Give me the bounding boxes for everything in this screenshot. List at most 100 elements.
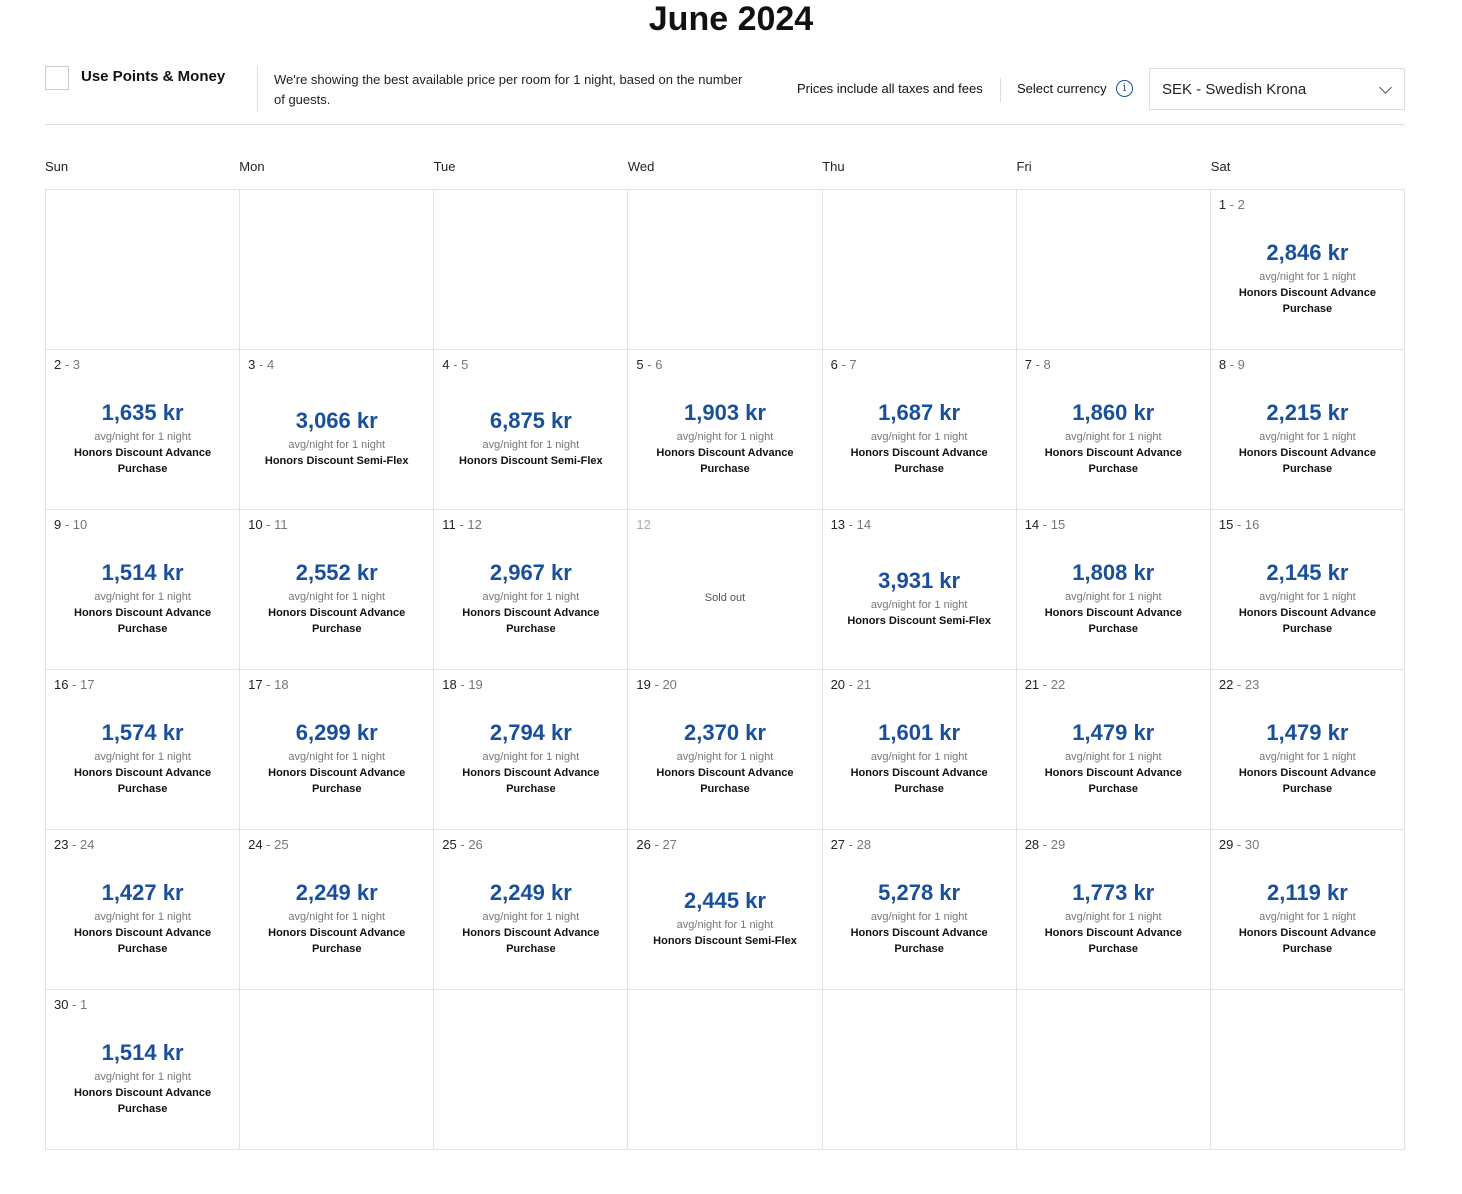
date-range: 10 - 11 — [248, 517, 288, 532]
rate-name: Honors Discount Advance Purchase — [268, 926, 406, 955]
avg-night-label: avg/night for 1 night — [482, 750, 580, 763]
calendar-day[interactable]: 1 - 2 2,846 kr avg/night for 1 night Honors… — [1210, 190, 1405, 350]
calendar-day[interactable]: 14 - 15 1,808 kr avg/night for 1 night Hono… — [1016, 510, 1211, 670]
weekday-header: Mon — [239, 159, 265, 174]
rate-name: Honors Discount Advance Purchase — [74, 766, 212, 795]
price: 1,635 kr — [101, 399, 184, 425]
calendar-day[interactable]: 25 - 26 2,249 kr avg/night for 1 night Hono… — [434, 830, 629, 990]
calendar-grid: 1 - 2 2,846 kr avg/night for 1 night Honors… — [45, 189, 1405, 1150]
taxes-note: Prices include all taxes and fees — [797, 81, 983, 96]
empty-cell — [1016, 990, 1211, 1150]
avg-night-label: avg/night for 1 night — [288, 590, 386, 603]
avg-night-label: avg/night for 1 night — [94, 590, 191, 603]
check-out-date: 26 — [468, 837, 483, 852]
date-range: 3 - 4 — [248, 357, 275, 372]
check-out-date: 29 — [1050, 837, 1066, 852]
calendar-day[interactable]: 28 - 29 1,773 kr avg/night for 1 night Hono… — [1016, 830, 1211, 990]
divider — [257, 66, 258, 112]
avg-night-label: avg/night for 1 night — [676, 750, 774, 763]
date-range: 21 - 22 — [1024, 677, 1066, 692]
use-points-label[interactable]: Use Points & Money — [81, 68, 226, 85]
calendar-day[interactable]: 23 - 24 1,427 kr avg/night for 1 night Hono… — [46, 830, 241, 990]
calendar-day[interactable]: 10 - 11 2,552 kr avg/night for 1 night Hono… — [240, 510, 435, 670]
rate-name: Honors Discount Advance Purchase — [268, 606, 406, 635]
use-points-checkbox[interactable] — [45, 66, 69, 90]
calendar-day[interactable]: 29 - 30 2,119 kr avg/night for 1 night Hono… — [1210, 830, 1405, 990]
calendar-day[interactable]: 16 - 17 1,574 kr avg/night for 1 night Hono… — [46, 670, 241, 830]
check-out-date: 18 — [274, 677, 289, 692]
price: 2,370 kr — [684, 719, 766, 745]
check-out-date: 19 — [468, 677, 483, 692]
check-out-date: 25 — [274, 837, 289, 852]
check-out-date: 14 — [856, 517, 872, 532]
rate-name: Honors Discount Advance Purchase — [462, 766, 600, 795]
rate-name: Honors Discount Semi-Flex — [847, 614, 991, 627]
calendar-day[interactable]: 19 - 20 2,370 kr avg/night for 1 night Hono… — [628, 670, 823, 830]
avg-night-label: avg/night for 1 night — [94, 910, 191, 923]
avg-night-label: avg/night for 1 night — [482, 438, 580, 451]
avg-night-label: avg/night for 1 night — [1064, 750, 1162, 763]
calendar-day[interactable]: 2 - 3 1,635 kr avg/night for 1 night Honors… — [46, 350, 241, 510]
calendar-day[interactable]: 3 - 4 3,066 kr avg/night for 1 night Honors… — [240, 350, 435, 510]
rate-name: Honors Discount Advance Purchase — [1044, 766, 1182, 795]
check-out-date: 6 — [655, 357, 663, 372]
calendar-day[interactable]: 8 - 9 2,215 kr avg/night for 1 night Honors… — [1210, 350, 1405, 510]
check-in-date: 10 — [248, 517, 263, 532]
price: 1,479 kr — [1266, 719, 1349, 745]
date-range: 18 - 19 — [442, 677, 483, 692]
avg-night-label: avg/night for 1 night — [482, 590, 580, 603]
weekday-header: Tue — [433, 159, 456, 174]
price: 1,514 kr — [101, 559, 184, 585]
weekday-header: Wed — [627, 159, 655, 174]
check-out-date: 15 — [1050, 517, 1066, 532]
weekday-header: Sun — [45, 159, 69, 174]
check-out-date: 28 — [856, 837, 872, 852]
date-range: 5 - 6 — [636, 357, 663, 372]
rate-name: Honors Discount Advance Purchase — [74, 606, 212, 635]
calendar-day[interactable]: 20 - 21 1,601 kr avg/night for 1 night Hono… — [822, 670, 1017, 830]
currency-select[interactable]: SEK - Swedish Krona — [1149, 68, 1405, 110]
calendar-day[interactable]: 26 - 27 2,445 kr avg/night for 1 night Hono… — [628, 830, 823, 990]
check-out-date: 2 — [1237, 197, 1245, 212]
calendar-day[interactable]: 13 - 14 3,931 kr avg/night for 1 night Hono… — [822, 510, 1017, 670]
price: 1,601 kr — [878, 719, 961, 745]
calendar-day[interactable]: 11 - 12 2,967 kr avg/night for 1 night Hono… — [434, 510, 629, 670]
check-out-date: 17 — [80, 677, 95, 692]
calendar-day[interactable]: 22 - 23 1,479 kr avg/night for 1 night Hono… — [1210, 670, 1405, 830]
calendar-day[interactable]: 30 - 1 1,514 kr avg/night for 1 night Honor… — [46, 990, 241, 1150]
calendar-day[interactable]: 21 - 22 1,479 kr avg/night for 1 night Hono… — [1016, 670, 1211, 830]
check-out-date: 9 — [1237, 357, 1245, 372]
check-in-date: 28 — [1024, 837, 1040, 852]
calendar-day[interactable]: 18 - 19 2,794 kr avg/night for 1 night Hono… — [434, 670, 629, 830]
calendar-day[interactable]: 5 - 6 1,903 kr avg/night for 1 night Honors… — [628, 350, 823, 510]
calendar-day[interactable]: 17 - 18 6,299 kr avg/night for 1 night Hono… — [240, 670, 435, 830]
price: 1,687 kr — [878, 399, 961, 425]
date-range: 23 - 24 — [54, 837, 95, 852]
calendar-day[interactable]: 4 - 5 6,875 kr avg/night for 1 night Honors… — [434, 350, 629, 510]
price: 1,860 kr — [1072, 399, 1155, 425]
avg-night-label: avg/night for 1 night — [1259, 750, 1356, 763]
avg-night-label: avg/night for 1 night — [288, 438, 386, 451]
price: 3,066 kr — [295, 407, 378, 433]
check-out-date: 8 — [1043, 357, 1051, 372]
price: 2,249 kr — [489, 879, 572, 905]
avg-night-label: avg/night for 1 night — [94, 1070, 191, 1083]
info-icon[interactable]: i — [1116, 80, 1133, 97]
calendar-day[interactable]: 7 - 8 1,860 kr avg/night for 1 night Honors… — [1016, 350, 1211, 510]
empty-cell — [46, 190, 241, 350]
rate-name: Honors Discount Advance Purchase — [462, 926, 600, 955]
calendar-day[interactable]: 24 - 25 2,249 kr avg/night for 1 night Hono… — [240, 830, 435, 990]
check-in-date: 18 — [442, 677, 457, 692]
calendar-day[interactable]: 9 - 10 1,514 kr avg/night for 1 night Honor… — [46, 510, 241, 670]
check-out-date: 11 — [274, 517, 288, 532]
avg-night-label: avg/night for 1 night — [288, 750, 386, 763]
calendar-day[interactable]: 6 - 7 1,687 kr avg/night for 1 night Honors… — [822, 350, 1017, 510]
avg-night-label: avg/night for 1 night — [676, 918, 774, 931]
calendar-day[interactable]: 15 - 16 2,145 kr avg/night for 1 night Hono… — [1210, 510, 1405, 670]
check-in-date: 17 — [248, 677, 263, 692]
empty-cell — [1210, 990, 1405, 1150]
price: 1,808 kr — [1072, 559, 1155, 585]
select-currency-label: Select currency — [1017, 81, 1107, 96]
calendar-day[interactable]: 27 - 28 5,278 kr avg/night for 1 night Hono… — [822, 830, 1017, 990]
chevron-down-icon — [1379, 81, 1392, 94]
